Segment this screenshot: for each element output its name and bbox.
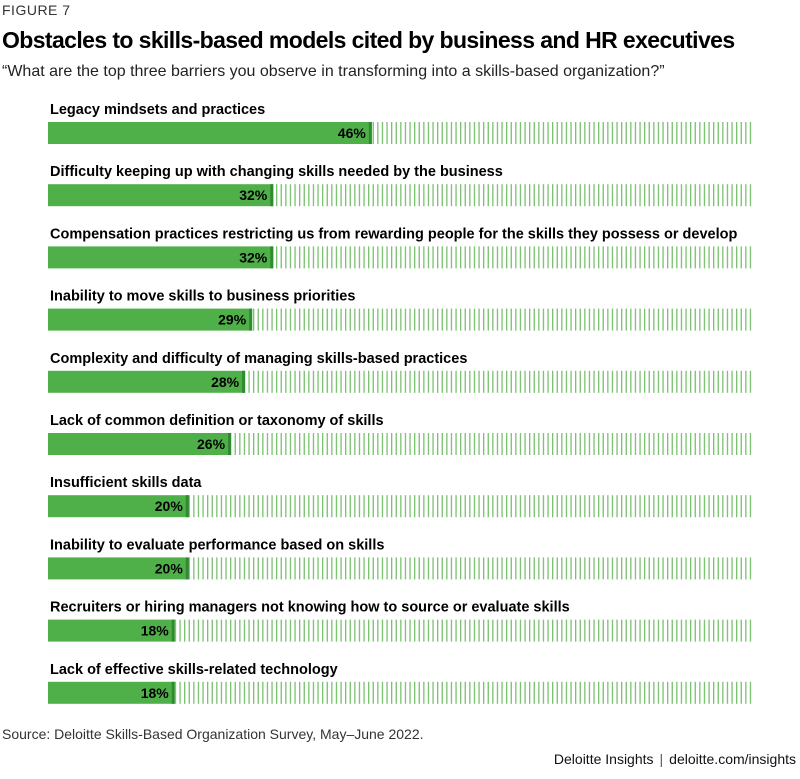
bar-track bbox=[188, 495, 753, 518]
bar bbox=[48, 681, 175, 704]
bar bbox=[48, 122, 372, 144]
value-label: 46% bbox=[338, 125, 367, 141]
bar-edge bbox=[368, 122, 372, 144]
bar bbox=[48, 433, 232, 455]
bar-edge bbox=[242, 370, 246, 393]
category-label: Inability to move skills to business pri… bbox=[50, 289, 355, 305]
bar-track bbox=[174, 681, 753, 704]
chart-title: Obstacles to skills-based models cited b… bbox=[2, 27, 735, 53]
value-label: 32% bbox=[239, 187, 268, 203]
category-label: Recruiters or hiring managers not knowin… bbox=[50, 600, 570, 616]
value-label: 29% bbox=[218, 312, 247, 328]
bar-track bbox=[231, 433, 753, 455]
bar-track bbox=[273, 246, 752, 269]
category-label: Lack of common definition or taxonomy of… bbox=[50, 413, 384, 429]
credit-separator: | bbox=[659, 751, 664, 767]
bar bbox=[48, 370, 246, 393]
bar bbox=[48, 308, 253, 331]
bar-edge bbox=[185, 557, 189, 580]
bar bbox=[48, 619, 175, 642]
bar-track bbox=[273, 184, 752, 207]
bar-track bbox=[245, 370, 752, 393]
bar-track bbox=[252, 308, 752, 331]
category-label: Lack of effective skills-related technol… bbox=[50, 662, 338, 678]
chart-subtitle: “What are the top three barriers you obs… bbox=[2, 63, 665, 80]
category-label: Inability to evaluate performance based … bbox=[50, 537, 384, 553]
bar bbox=[48, 495, 189, 518]
bar-track bbox=[174, 619, 753, 642]
bar-edge bbox=[171, 681, 175, 704]
value-label: 20% bbox=[155, 498, 184, 514]
value-label: 26% bbox=[197, 436, 226, 452]
bar-edge bbox=[270, 184, 274, 207]
bar-edge bbox=[228, 433, 232, 455]
figure-label: FIGURE 7 bbox=[2, 2, 71, 18]
value-label: 20% bbox=[155, 560, 184, 576]
category-label: Insufficient skills data bbox=[50, 475, 202, 491]
category-label: Legacy mindsets and practices bbox=[50, 102, 265, 118]
value-label: 32% bbox=[239, 249, 268, 265]
bar-track bbox=[371, 122, 752, 144]
category-label: Complexity and difficulty of managing sk… bbox=[50, 351, 467, 367]
bar-edge bbox=[270, 246, 274, 269]
category-label: Compensation practices restricting us fr… bbox=[50, 226, 737, 242]
bar-edge bbox=[249, 308, 253, 331]
brand-name: Deloitte Insights bbox=[553, 751, 654, 767]
value-label: 18% bbox=[141, 623, 170, 639]
bar bbox=[48, 246, 274, 269]
bar-edge bbox=[171, 619, 175, 642]
value-label: 18% bbox=[141, 685, 170, 701]
bar-edge bbox=[185, 495, 189, 518]
bar bbox=[48, 557, 189, 580]
source-note: Source: Deloitte Skills-Based Organizati… bbox=[2, 726, 424, 742]
bar bbox=[48, 184, 274, 207]
category-label: Difficulty keeping up with changing skil… bbox=[50, 164, 503, 180]
value-label: 28% bbox=[211, 374, 240, 390]
credit-line: Deloitte Insights | deloitte.com/insights bbox=[554, 751, 796, 767]
brand-url[interactable]: deloitte.com/insights bbox=[669, 751, 796, 767]
bar-track bbox=[188, 557, 753, 580]
